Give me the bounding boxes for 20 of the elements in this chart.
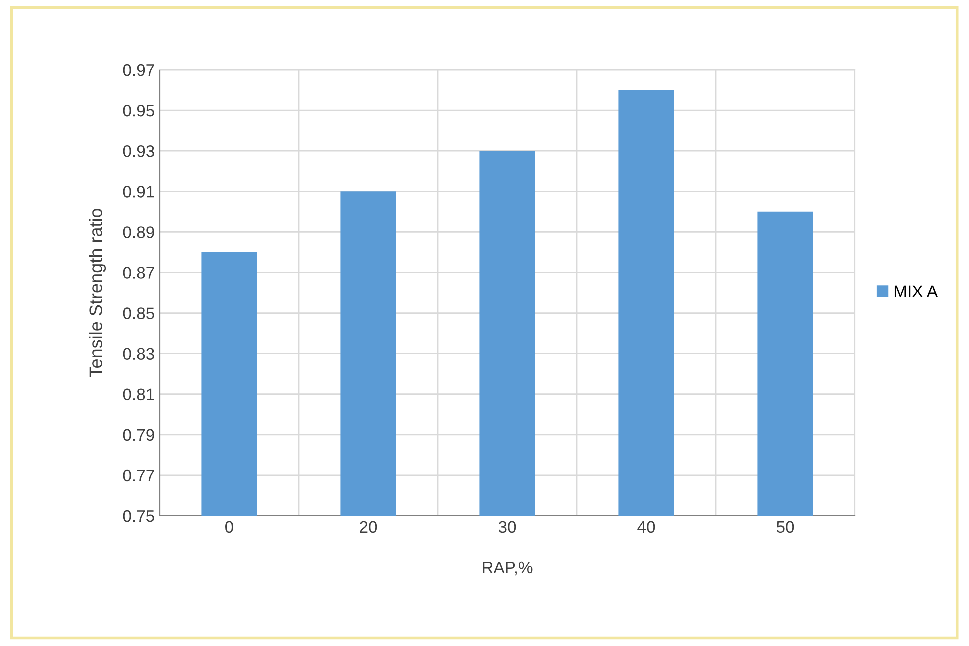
y-tick-label: 0.87 [123,267,154,279]
x-tick-label: 40 [638,521,656,534]
x-tick-label: 30 [498,521,516,534]
y-tick-label: 0.91 [123,186,154,198]
legend-label: MIX A [894,286,938,298]
x-tick-label: 20 [360,521,378,534]
y-tick-label: 0.79 [123,429,154,442]
y-tick-label: 0.77 [123,470,154,482]
x-tick-label: 50 [776,521,794,534]
y-tick-label: 0.81 [123,388,154,401]
x-tick-label: 0 [226,521,234,534]
y-tick-label: 0.97 [123,64,154,76]
y-tick-label: 0.85 [123,308,154,320]
y-tick-label: 0.93 [123,145,154,158]
x-axis-title: RAP,% [483,562,533,576]
y-tick-label: 0.75 [123,510,154,522]
y-tick-label: 0.95 [123,104,154,117]
y-tick-label: 0.89 [123,226,154,238]
y-tick-label: 0.83 [123,348,154,360]
y-axis-title: Tensile Strength ratio [89,208,106,378]
